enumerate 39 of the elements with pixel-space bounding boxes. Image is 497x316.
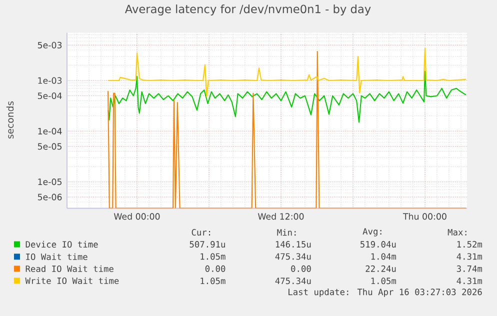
text: Max:: [448, 229, 466, 236]
text: Avg:: [362, 228, 382, 236]
text: 1.04m: [371, 253, 396, 260]
y-tick-label: 5e-06: [38, 194, 62, 200]
text: 4.31m: [456, 278, 482, 284]
y-tick-label: 5e-04: [38, 92, 62, 100]
y-tick-label: 1e-03: [38, 77, 62, 84]
x-tick-label: Wed 00:00: [114, 213, 160, 220]
legend-label: Write IO Wait time: [25, 277, 119, 284]
legend-label: Read IO Wait time: [26, 265, 114, 272]
y-tick-label: 5e-03: [38, 42, 62, 48]
chart-title: Average latency for /dev/nvme0n1 - by day: [124, 4, 371, 16]
text: 4.31m: [456, 253, 482, 260]
text: 475.34u: [275, 253, 311, 260]
text: Min:: [277, 228, 296, 236]
legend-label: IO Wait time: [26, 253, 88, 260]
y-tick-label: 1e-04: [38, 128, 62, 134]
text: 22.24u: [366, 265, 396, 272]
line-series: [108, 70, 467, 123]
text: 475.34u: [275, 278, 311, 284]
text: 0.00: [291, 265, 311, 272]
text: 507.91u: [190, 241, 225, 248]
text: 3.74m: [456, 265, 482, 272]
text: Last update: Thu Apr 16 03:27:03 2026: [288, 288, 482, 297]
text: 146.15u: [276, 241, 311, 248]
text: 1.05m: [200, 253, 226, 260]
text: 0.00: [205, 265, 226, 272]
line-series: [108, 48, 467, 98]
text: 1.05m: [200, 278, 226, 284]
text: Cur:: [192, 229, 210, 236]
x-tick-label: Wed 12:00: [258, 213, 304, 220]
y-tick-label: 5e-05: [38, 143, 62, 150]
text: 1.52m: [457, 241, 482, 248]
text: 519.04u: [360, 241, 396, 248]
y-tick-label: 1e-05: [38, 178, 62, 186]
x-tick-label: Thu 00:00: [402, 213, 446, 220]
y-axis-title: seconds: [6, 101, 14, 139]
legend-label: Device IO time: [26, 240, 98, 248]
text: 1.05m: [371, 278, 396, 284]
